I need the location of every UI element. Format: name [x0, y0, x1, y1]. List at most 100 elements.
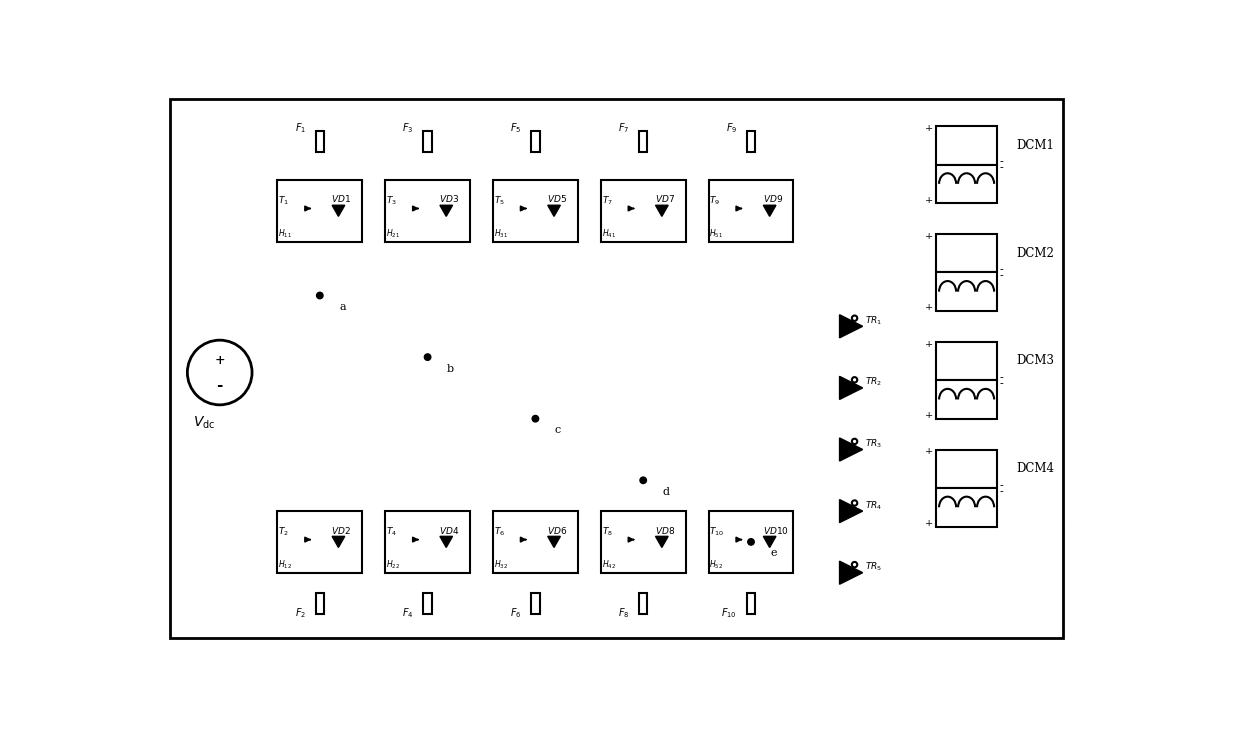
Text: $VD2$: $VD2$	[331, 525, 351, 536]
Bar	[639, 593, 647, 614]
Circle shape	[640, 477, 646, 483]
Text: $F_5$: $F_5$	[510, 120, 522, 134]
Text: +: +	[925, 339, 932, 348]
Text: -: -	[999, 265, 1003, 275]
Text: $F_2$: $F_2$	[295, 606, 306, 620]
Polygon shape	[656, 537, 668, 548]
Text: $V_{\mathrm{dc}}$: $V_{\mathrm{dc}}$	[192, 415, 215, 431]
Text: $T_3$: $T_3$	[386, 194, 397, 207]
Polygon shape	[656, 205, 668, 216]
Text: $T_{10}$: $T_{10}$	[709, 526, 724, 538]
Text: $H_{41}$: $H_{41}$	[601, 228, 615, 240]
Bar	[278, 180, 362, 242]
Polygon shape	[764, 205, 776, 216]
Text: -: -	[999, 480, 1003, 491]
Text: DCM1: DCM1	[1017, 139, 1054, 152]
Text: $VD10$: $VD10$	[763, 525, 789, 536]
Text: $F_6$: $F_6$	[510, 606, 522, 620]
Text: $VD6$: $VD6$	[547, 525, 567, 536]
Text: $T_9$: $T_9$	[709, 194, 720, 207]
Bar	[936, 342, 997, 380]
Bar	[936, 272, 997, 311]
Text: $VD7$: $VD7$	[655, 193, 675, 204]
Bar	[601, 180, 686, 242]
Bar	[278, 511, 362, 573]
Bar	[531, 593, 539, 614]
Circle shape	[748, 539, 754, 545]
Text: $F_4$: $F_4$	[402, 606, 414, 620]
Polygon shape	[839, 499, 863, 523]
Text: $F_7$: $F_7$	[618, 120, 630, 134]
Bar	[386, 511, 470, 573]
Text: -: -	[999, 164, 1003, 174]
Text: +: +	[925, 519, 932, 528]
Text: $VD3$: $VD3$	[439, 193, 459, 204]
Text: $TR_4$: $TR_4$	[866, 499, 883, 512]
Text: -: -	[999, 487, 1003, 497]
Bar	[936, 450, 997, 488]
Text: $H_{32}$: $H_{32}$	[494, 558, 508, 571]
Text: -: -	[999, 379, 1003, 389]
Bar	[936, 380, 997, 419]
Text: -: -	[999, 373, 1003, 383]
Text: +: +	[215, 353, 224, 366]
Bar	[746, 593, 755, 614]
Bar	[423, 593, 432, 614]
Text: $T_2$: $T_2$	[278, 526, 289, 538]
Text: +: +	[925, 304, 932, 312]
Text: $H_{52}$: $H_{52}$	[709, 558, 723, 571]
Circle shape	[316, 292, 324, 299]
Text: $H_{22}$: $H_{22}$	[386, 558, 401, 571]
Text: -: -	[999, 272, 1003, 281]
Text: $F_8$: $F_8$	[618, 606, 630, 620]
Text: DCM4: DCM4	[1017, 462, 1055, 475]
Bar	[708, 180, 794, 242]
Text: +: +	[925, 231, 932, 241]
Text: $T_8$: $T_8$	[601, 526, 613, 538]
Polygon shape	[839, 438, 863, 461]
Bar	[639, 131, 647, 153]
Bar	[601, 511, 686, 573]
Bar	[315, 593, 324, 614]
Text: a: a	[339, 302, 346, 312]
Text: -: -	[999, 157, 1003, 167]
Bar	[746, 131, 755, 153]
Polygon shape	[332, 205, 345, 216]
Text: $H_{11}$: $H_{11}$	[278, 228, 293, 240]
Text: $T_5$: $T_5$	[494, 194, 505, 207]
Bar	[386, 180, 470, 242]
Bar	[936, 164, 997, 203]
Text: d: d	[662, 487, 670, 497]
Text: $H_{31}$: $H_{31}$	[494, 228, 508, 240]
Bar	[936, 488, 997, 526]
Text: c: c	[554, 426, 560, 435]
Text: +: +	[925, 447, 932, 456]
Bar	[494, 180, 578, 242]
Text: DCM2: DCM2	[1017, 247, 1054, 260]
Text: $F_{10}$: $F_{10}$	[722, 606, 737, 620]
Polygon shape	[764, 537, 776, 548]
Circle shape	[424, 354, 430, 361]
Text: $VD4$: $VD4$	[439, 525, 459, 536]
Text: $T_7$: $T_7$	[601, 194, 613, 207]
Text: $H_{51}$: $H_{51}$	[709, 228, 723, 240]
Bar	[494, 511, 578, 573]
Text: $TR_1$: $TR_1$	[866, 315, 882, 327]
Text: +: +	[925, 124, 932, 133]
Bar	[708, 511, 794, 573]
Polygon shape	[839, 315, 863, 338]
Text: +: +	[925, 411, 932, 420]
Text: $VD8$: $VD8$	[655, 525, 675, 536]
Text: $H_{21}$: $H_{21}$	[386, 228, 401, 240]
Text: $VD1$: $VD1$	[331, 193, 351, 204]
Text: $T_6$: $T_6$	[494, 526, 505, 538]
Polygon shape	[548, 205, 560, 216]
Text: DCM3: DCM3	[1017, 355, 1055, 367]
Polygon shape	[839, 377, 863, 399]
Polygon shape	[440, 537, 453, 548]
Text: e: e	[770, 548, 776, 558]
Text: $T_1$: $T_1$	[278, 194, 289, 207]
Text: -: -	[217, 380, 223, 393]
Text: $VD9$: $VD9$	[763, 193, 782, 204]
Polygon shape	[839, 561, 863, 584]
